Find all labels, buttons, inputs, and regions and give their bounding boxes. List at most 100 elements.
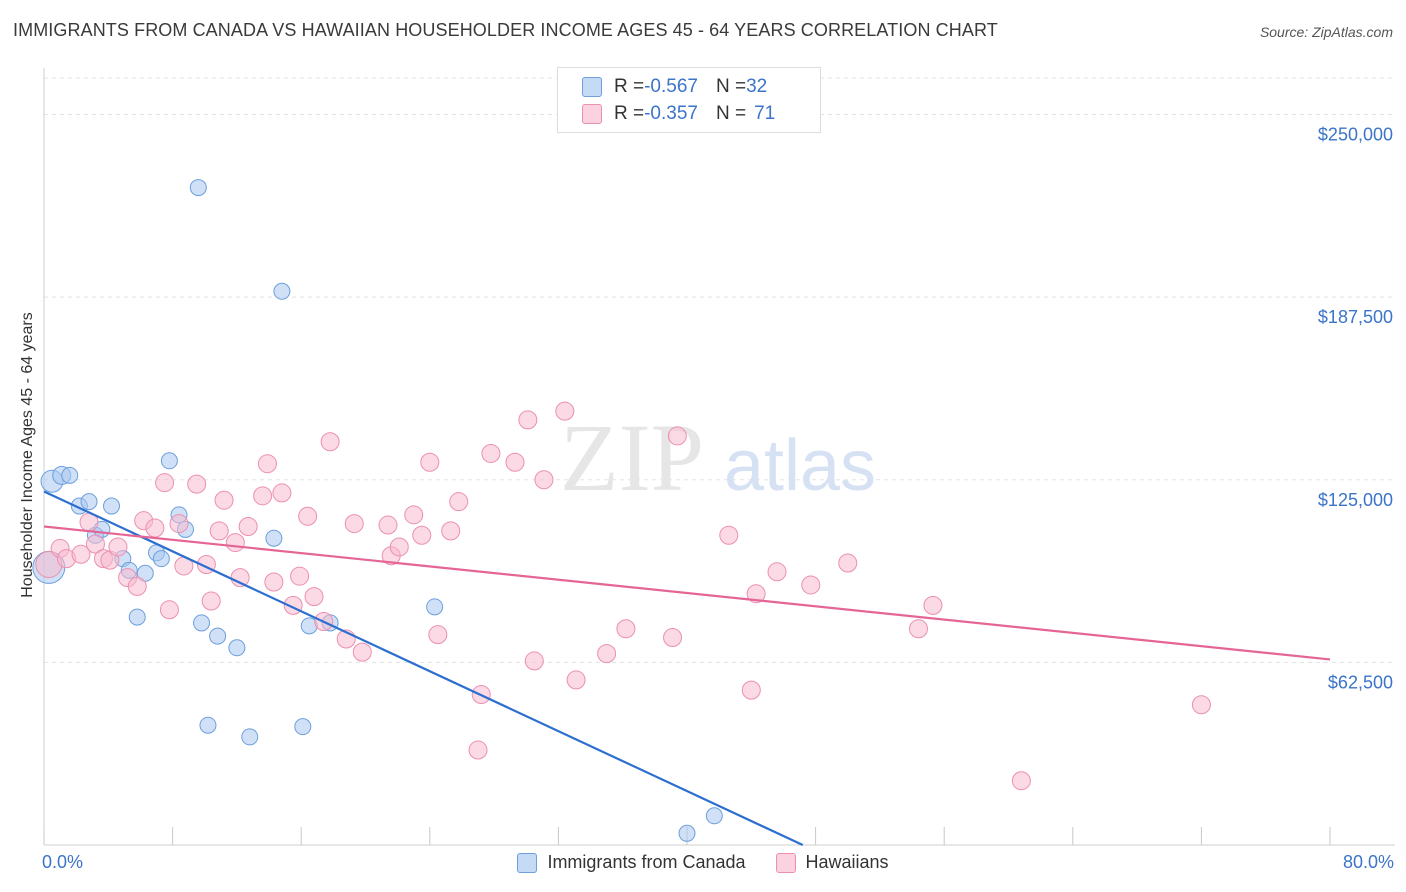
data-point (616, 619, 636, 639)
y-tick-label: $187,500 (1318, 307, 1393, 327)
data-point (705, 807, 723, 825)
data-point (566, 670, 586, 690)
data-point (264, 572, 284, 592)
legend-n-label: N = (715, 103, 747, 124)
data-point (228, 639, 246, 657)
data-point (505, 452, 525, 472)
series-legend-canada[interactable]: Immigrants from Canada (517, 852, 746, 873)
data-point (304, 587, 324, 607)
data-point (412, 525, 432, 545)
data-point (524, 651, 544, 671)
watermark-atlas: atlas (724, 426, 876, 506)
trend-lines (43, 490, 1331, 846)
data-point (420, 452, 440, 472)
series-legend: Immigrants from Canada Hawaiians (0, 852, 1406, 873)
series-legend-hawaiians[interactable]: Hawaiians (775, 852, 889, 873)
data-point (320, 432, 340, 452)
x-tick-label-max: 80.0% (1342, 852, 1394, 872)
data-point (767, 562, 787, 582)
series-points-hawaiians (35, 401, 1211, 791)
data-point (187, 474, 207, 494)
data-point (389, 537, 409, 557)
legend-r-value-hawaiians: -0.357 (644, 103, 698, 124)
data-point (80, 493, 98, 511)
watermark-zip: ZIP (560, 404, 704, 511)
correlation-legend: R = -0.567 N = 32 R = -0.357 N = 71 (557, 67, 821, 133)
data-point (1191, 695, 1211, 715)
y-tick-label: $250,000 (1318, 125, 1393, 145)
data-point (152, 550, 170, 568)
data-point (103, 497, 121, 515)
data-point (294, 718, 312, 736)
series-swatch-hawaiians (775, 852, 796, 873)
data-point (159, 600, 179, 620)
data-point (209, 521, 229, 541)
data-point (534, 470, 554, 490)
x-tick-label-min: 0.0% (42, 852, 84, 872)
data-point (1011, 771, 1031, 791)
data-point (136, 564, 154, 582)
data-point (801, 575, 821, 595)
data-point (555, 401, 575, 421)
data-point (241, 728, 259, 746)
data-point (741, 680, 761, 700)
data-point (428, 625, 448, 645)
data-point (160, 452, 178, 470)
axes (43, 68, 1395, 846)
data-point (169, 514, 189, 534)
legend-r-value-canada: -0.567 (644, 76, 698, 97)
data-point (257, 454, 277, 474)
legend-row-hawaiians: R = -0.357 N = 71 (582, 101, 775, 127)
series-label-canada: Immigrants from Canada (547, 852, 746, 872)
data-point (127, 576, 147, 596)
data-point (85, 534, 105, 554)
data-point (719, 525, 739, 545)
data-point (449, 492, 469, 512)
data-point (265, 529, 283, 547)
data-point (518, 410, 538, 430)
data-point (426, 598, 444, 616)
legend-r-label: R = (614, 76, 645, 97)
chart-title: IMMIGRANTS FROM CANADA VS HAWAIIAN HOUSE… (13, 20, 998, 40)
data-point (272, 483, 292, 503)
series-label-hawaiians: Hawaiians (805, 852, 889, 872)
data-point (238, 517, 258, 537)
source-label: Source: ZipAtlas.com (1259, 24, 1393, 40)
data-point (667, 426, 687, 446)
data-point (108, 537, 128, 557)
data-point (298, 506, 318, 526)
data-point (155, 473, 175, 493)
data-point (290, 566, 310, 586)
data-point (61, 466, 79, 484)
trend-line-hawaiians (43, 525, 1331, 661)
data-point (214, 490, 234, 510)
legend-n-value-hawaiians: 71 (754, 103, 776, 124)
legend-n-label: N = (715, 76, 747, 97)
data-point (468, 740, 488, 760)
trend-line-canada (43, 490, 804, 846)
legend-n-value-canada: 32 (746, 76, 768, 97)
data-point (193, 614, 211, 632)
data-point (199, 716, 217, 734)
watermark: ZIP atlas (560, 404, 876, 511)
y-tick-labels: $62,500 $125,000 $187,500 $250,000 (1318, 125, 1393, 693)
data-point (746, 584, 766, 604)
data-point (378, 515, 398, 535)
legend-swatch-hawaiians (582, 104, 602, 124)
data-point (838, 553, 858, 573)
data-point (145, 518, 165, 538)
data-point (663, 628, 683, 648)
data-point (253, 486, 273, 506)
data-point (923, 595, 943, 615)
data-point (597, 644, 617, 664)
data-point (209, 627, 227, 645)
y-tick-label: $62,500 (1328, 672, 1393, 692)
data-point (352, 642, 372, 662)
data-points (32, 179, 1211, 842)
series-swatch-canada (517, 852, 538, 873)
data-point (908, 619, 928, 639)
legend-swatch-canada (582, 77, 602, 97)
legend-r-label: R = (614, 103, 645, 124)
data-point (71, 544, 91, 564)
